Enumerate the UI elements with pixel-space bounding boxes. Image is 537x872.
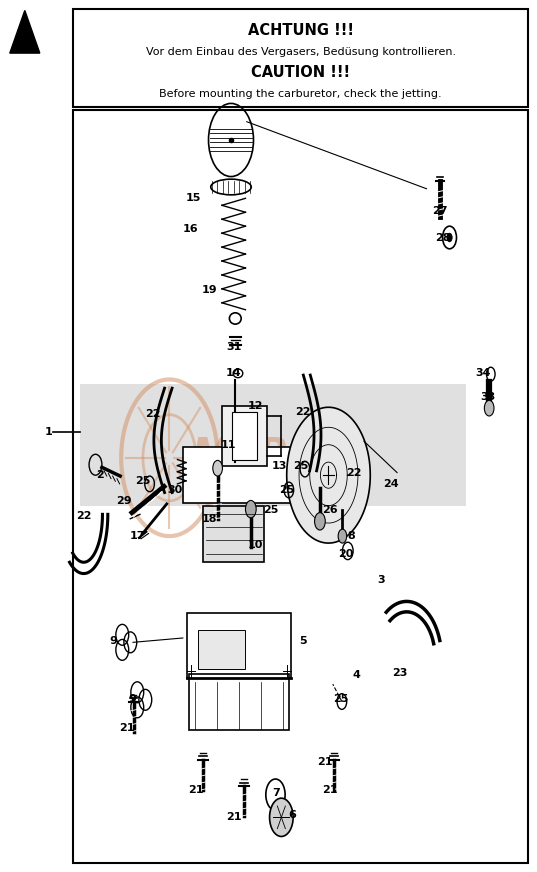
Text: 25: 25 bbox=[293, 461, 308, 472]
Text: 24: 24 bbox=[383, 479, 398, 489]
Text: 21: 21 bbox=[188, 786, 204, 795]
Text: 22: 22 bbox=[295, 406, 311, 417]
Text: ACHTUNG !!!: ACHTUNG !!! bbox=[248, 24, 354, 38]
Text: 25: 25 bbox=[333, 694, 349, 704]
Text: Before mounting the carburetor, check the jetting.: Before mounting the carburetor, check th… bbox=[159, 89, 442, 99]
Bar bbox=[73, 10, 528, 107]
Bar bbox=[203, 506, 265, 562]
Bar bbox=[187, 613, 291, 678]
Text: 16: 16 bbox=[183, 224, 199, 234]
Text: SPARE PARTS: SPARE PARTS bbox=[222, 479, 315, 492]
Polygon shape bbox=[10, 10, 40, 53]
Text: 22: 22 bbox=[76, 511, 91, 521]
Text: 8: 8 bbox=[347, 531, 355, 542]
Text: 7: 7 bbox=[273, 788, 280, 798]
Text: 27: 27 bbox=[432, 207, 448, 216]
Text: 26: 26 bbox=[322, 505, 338, 515]
Text: 18: 18 bbox=[202, 514, 217, 524]
Text: 25: 25 bbox=[264, 505, 279, 515]
Circle shape bbox=[484, 400, 494, 416]
Text: 15: 15 bbox=[186, 194, 201, 203]
Text: MSP: MSP bbox=[191, 436, 286, 474]
Text: 5: 5 bbox=[300, 636, 307, 645]
Text: 10: 10 bbox=[248, 540, 263, 550]
Bar bbox=[73, 110, 528, 862]
Text: 19: 19 bbox=[202, 285, 217, 295]
Text: 30: 30 bbox=[167, 485, 183, 495]
Text: 34: 34 bbox=[475, 368, 490, 378]
Bar bbox=[190, 674, 288, 730]
Bar bbox=[80, 384, 466, 506]
Text: 23: 23 bbox=[392, 668, 408, 678]
Text: 21: 21 bbox=[322, 786, 338, 795]
Text: 20: 20 bbox=[338, 548, 354, 559]
Text: Vor dem Einbau des Vergasers, Bedüsung kontrollieren.: Vor dem Einbau des Vergasers, Bedüsung k… bbox=[146, 47, 456, 58]
Text: 4: 4 bbox=[353, 671, 361, 680]
Bar bbox=[232, 412, 257, 460]
Circle shape bbox=[213, 460, 222, 476]
Bar bbox=[198, 630, 244, 670]
Text: 2: 2 bbox=[96, 470, 104, 480]
Text: 9: 9 bbox=[128, 694, 136, 704]
Circle shape bbox=[338, 529, 347, 543]
Text: 9: 9 bbox=[109, 636, 117, 645]
Bar bbox=[183, 446, 306, 503]
Text: 33: 33 bbox=[481, 392, 496, 402]
Bar bbox=[222, 405, 267, 467]
Text: 25: 25 bbox=[280, 485, 295, 495]
Text: 14: 14 bbox=[226, 368, 242, 378]
Text: 25: 25 bbox=[135, 476, 150, 487]
Circle shape bbox=[315, 513, 325, 530]
Text: CAUTION !!!: CAUTION !!! bbox=[251, 65, 350, 80]
Text: MOTORCYCLE: MOTORCYCLE bbox=[221, 466, 316, 479]
Text: 22: 22 bbox=[346, 467, 362, 478]
Text: 1: 1 bbox=[45, 426, 53, 437]
Text: 3: 3 bbox=[377, 575, 385, 584]
Text: 12: 12 bbox=[248, 400, 263, 411]
Text: 17: 17 bbox=[129, 531, 145, 542]
Circle shape bbox=[245, 501, 256, 518]
Text: 6: 6 bbox=[289, 810, 296, 820]
Text: 22: 22 bbox=[146, 409, 161, 419]
Text: 21: 21 bbox=[226, 813, 242, 822]
Circle shape bbox=[447, 233, 452, 242]
Polygon shape bbox=[287, 407, 371, 543]
Text: 31: 31 bbox=[226, 342, 241, 352]
Text: 21: 21 bbox=[317, 758, 332, 767]
Text: 13: 13 bbox=[272, 461, 287, 472]
Circle shape bbox=[270, 798, 293, 836]
Text: 21: 21 bbox=[119, 723, 134, 732]
Text: 29: 29 bbox=[116, 496, 132, 507]
Text: 28: 28 bbox=[435, 233, 451, 242]
Text: 11: 11 bbox=[221, 439, 236, 450]
